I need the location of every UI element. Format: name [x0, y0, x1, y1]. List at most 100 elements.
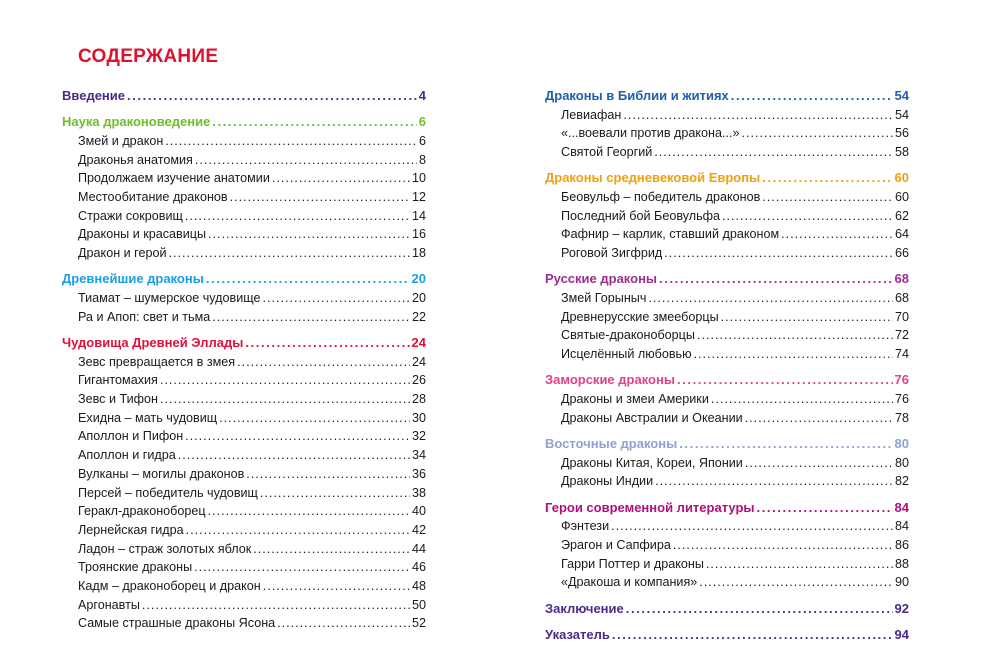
toc-entry[interactable]: Тиамат – шумерское чудовище 20 — [62, 289, 426, 308]
toc-entry[interactable]: Драконы Австралии и Океании 78 — [545, 409, 909, 428]
entry-title: Ладон – страж золотых яблок — [78, 541, 252, 556]
toc-entry[interactable]: Аполлон и гидра 34 — [62, 446, 426, 465]
toc-entry[interactable]: Стражи сокровищ 14 — [62, 207, 426, 226]
dot-leader — [208, 225, 410, 244]
entry-title: Персей – победитель чудовищ — [78, 485, 258, 500]
toc-entry[interactable]: Гигантомахия 26 — [62, 371, 426, 390]
toc-section-heading[interactable]: Драконы в Библии и житиях 54 — [545, 87, 909, 106]
page-number: 26 — [411, 373, 426, 388]
page-number: 48 — [411, 578, 426, 593]
toc-entry[interactable]: Зевс и Тифон 28 — [62, 390, 426, 409]
toc-entry[interactable]: Ра и Апоп: свет и тьма 22 — [62, 308, 426, 327]
toc-section-heading[interactable]: Восточные драконы 80 — [545, 435, 909, 454]
entry-title: Драконы в Библии и житиях — [545, 88, 729, 103]
dot-leader — [208, 502, 410, 521]
dot-leader — [626, 600, 893, 619]
page-number: 6 — [418, 133, 426, 148]
toc-entry[interactable]: Древнерусские змееборцы 70 — [545, 308, 909, 327]
toc-entry[interactable]: Исцелённый любовью 74 — [545, 345, 909, 364]
dot-leader — [277, 614, 410, 633]
dot-leader — [664, 244, 893, 263]
toc-column-right: Драконы в Библии и житиях 54 Левиафан 54 «..… — [545, 87, 909, 652]
toc-entry[interactable]: Ладон – страж золотых яблок 44 — [62, 540, 426, 559]
dot-leader — [745, 409, 893, 428]
toc-entry[interactable]: Драконы Индии 82 — [545, 472, 909, 491]
toc-entry[interactable]: Змей и дракон 6 — [62, 132, 426, 151]
toc-section-heading[interactable]: Заморские драконы 76 — [545, 371, 909, 390]
toc-section-heading[interactable]: Указатель 94 — [545, 626, 909, 645]
toc-section-heading[interactable]: Русские драконы 68 — [545, 270, 909, 289]
page-number: 66 — [894, 246, 909, 261]
entry-title: Ехидна – мать чудовищ — [78, 410, 218, 425]
toc-entry[interactable]: Ехидна – мать чудовищ 30 — [62, 409, 426, 428]
toc-entry[interactable]: Беовульф – победитель драконов 60 — [545, 188, 909, 207]
toc-entry[interactable]: Персей – победитель чудовищ 38 — [62, 484, 426, 503]
entry-title: «...воевали против дракона...» — [561, 126, 740, 141]
toc-entry[interactable]: Драконы и змеи Америки 76 — [545, 390, 909, 409]
page-number: 14 — [411, 208, 426, 223]
toc-entry[interactable]: Продолжаем изучение анатомии 10 — [62, 169, 426, 188]
toc-entry[interactable]: Драконы и красавицы 16 — [62, 225, 426, 244]
toc-section-heading[interactable]: Герои современной литературы 84 — [545, 499, 909, 518]
entry-title: Аполлон и гидра — [78, 448, 176, 463]
toc-section-heading[interactable]: Заключение 92 — [545, 600, 909, 619]
dot-leader — [253, 540, 410, 559]
dot-leader — [721, 308, 893, 327]
toc-entry[interactable]: Роговой Зигфрид 66 — [545, 244, 909, 263]
entry-title: Драконы Китая, Кореи, Японии — [561, 455, 743, 470]
page-number: 60 — [894, 170, 909, 186]
toc-entry[interactable]: Троянские драконы 46 — [62, 558, 426, 577]
toc-entry[interactable]: Святой Георгий 58 — [545, 143, 909, 162]
toc-section-heading[interactable]: Наука драконоведение 6 — [62, 113, 426, 132]
toc-entry[interactable]: Геракл-драконоборец 40 — [62, 502, 426, 521]
toc-entry[interactable]: Фэнтези 84 — [545, 517, 909, 536]
page-number: 68 — [894, 271, 909, 287]
toc-entry[interactable]: Дракон и герой 18 — [62, 244, 426, 263]
page-number: 88 — [894, 556, 909, 571]
toc-entry[interactable]: Кадм – драконоборец и дракон 48 — [62, 577, 426, 596]
page-number: 60 — [894, 190, 909, 205]
dot-leader — [260, 484, 410, 503]
toc-section-heading[interactable]: Чудовища Древней Эллады 24 — [62, 334, 426, 353]
toc-entry[interactable]: Драконы Китая, Кореи, Японии 80 — [545, 454, 909, 473]
toc-section: Введение 4 — [62, 87, 426, 106]
dot-leader — [673, 536, 893, 555]
toc-entry[interactable]: «Дракоша и компания» 90 — [545, 573, 909, 592]
entry-title: Зевс и Тифон — [78, 392, 158, 407]
entry-title: Зевс превращается в змея — [78, 354, 236, 369]
toc-entry[interactable]: Драконья анатомия 8 — [62, 151, 426, 170]
toc-entry[interactable]: Лернейская гидра 42 — [62, 521, 426, 540]
toc-section-heading[interactable]: Древнейшие драконы 20 — [62, 270, 426, 289]
toc-entry[interactable]: Гарри Поттер и драконы 88 — [545, 555, 909, 574]
toc-entry[interactable]: Святые-драконоборцы 72 — [545, 326, 909, 345]
toc-entry[interactable]: Последний бой Беовульфа 62 — [545, 207, 909, 226]
toc-entry[interactable]: Фафнир – карлик, ставший драконом 64 — [545, 225, 909, 244]
toc-entry[interactable]: Зевс превращается в змея 24 — [62, 353, 426, 372]
toc-entry[interactable]: Эрагон и Сапфира 86 — [545, 536, 909, 555]
toc-entry[interactable]: Змей Горыныч 68 — [545, 289, 909, 308]
entry-title: Троянские драконы — [78, 560, 193, 575]
page-number: 34 — [411, 448, 426, 463]
dot-leader — [245, 334, 409, 353]
toc-section: Древнейшие драконы20Тиамат – шумерское ч… — [62, 270, 426, 326]
toc-entry[interactable]: Местообитание драконов 12 — [62, 188, 426, 207]
entry-title: Левиафан — [561, 107, 622, 122]
page-number: 8 — [418, 152, 426, 167]
page-title: СОДЕРЖАНИЕ — [78, 46, 219, 67]
page-number: 22 — [411, 309, 426, 324]
toc-entry[interactable]: «...воевали против дракона...» 56 — [545, 124, 909, 143]
toc-entry[interactable]: Самые страшные драконы Ясона 52 — [62, 614, 426, 633]
toc-entry[interactable]: Вулканы – могилы драконов 36 — [62, 465, 426, 484]
toc-section-heading[interactable]: Драконы средневековой Европы 60 — [545, 169, 909, 188]
toc-section: Русские драконы 68 Змей Горыныч 68 Древнерус… — [545, 270, 909, 363]
dot-leader — [169, 244, 410, 263]
toc-entry[interactable]: Аполлон и Пифон 32 — [62, 427, 426, 446]
toc-entry[interactable]: Левиафан 54 — [545, 106, 909, 125]
toc-entry[interactable]: Аргонавты 50 — [62, 596, 426, 615]
page-number: 16 — [411, 227, 426, 242]
page-number: 6 — [418, 114, 426, 130]
page-number: 44 — [411, 541, 426, 556]
page-number: 24 — [411, 335, 426, 351]
toc-section-heading[interactable]: Введение 4 — [62, 87, 426, 106]
entry-title: Драконья анатомия — [78, 152, 193, 167]
